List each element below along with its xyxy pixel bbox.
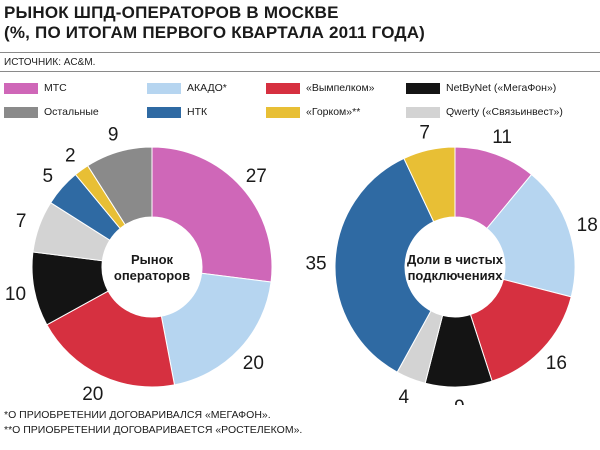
slice-value-label: 7 bbox=[16, 211, 27, 232]
slice-value-label: 2 bbox=[65, 146, 76, 167]
legend-swatch bbox=[4, 106, 38, 118]
legend-label: Остальные bbox=[44, 106, 99, 118]
title-line-1: РЫНОК ШПД-ОПЕРАТОРОВ В МОСКВЕ bbox=[4, 3, 339, 22]
donut-slice bbox=[334, 157, 435, 373]
divider-top bbox=[0, 52, 600, 53]
legend-label: НТК bbox=[187, 106, 208, 118]
legend-item-akado: АКАДО* bbox=[147, 77, 227, 99]
donut-slice bbox=[87, 146, 153, 226]
donut-slice bbox=[151, 146, 273, 283]
slice-value-label: 27 bbox=[246, 166, 267, 187]
donut-center-label: Доли в чистых bbox=[407, 252, 504, 267]
donut-slice bbox=[160, 272, 272, 386]
legend-item-ntk: НТК bbox=[147, 101, 207, 123]
legend-item-gorkom: «Горком»** bbox=[266, 101, 360, 123]
slice-value-label: 35 bbox=[305, 254, 326, 275]
footnote-2: **О ПРИОБРЕТЕНИИ ДОГОВАРИВАЕТСЯ «РОСТЕЛЕ… bbox=[4, 424, 303, 436]
chart-title: РЫНОК ШПД-ОПЕРАТОРОВ В МОСКВЕ (%, ПО ИТО… bbox=[4, 3, 596, 43]
donut-slice bbox=[486, 173, 576, 298]
legend-swatch bbox=[266, 106, 300, 118]
slice-value-label: 9 bbox=[454, 397, 465, 405]
slice-value-label: 4 bbox=[399, 387, 410, 405]
legend-swatch bbox=[406, 106, 440, 118]
legend-item-others: Остальные bbox=[4, 101, 99, 123]
slice-value-label: 5 bbox=[42, 166, 53, 187]
donut-slice bbox=[403, 146, 456, 223]
legend-label: «Вымпелком» bbox=[306, 82, 375, 94]
footnote-1: *О ПРИОБРЕТЕНИИ ДОГОВАРИВАЛСЯ «МЕГАФОН». bbox=[4, 409, 271, 421]
slice-value-label: 18 bbox=[577, 215, 598, 236]
legend-label: МТС bbox=[44, 82, 67, 94]
legend-item-netbynet: NetByNet («МегаФон») bbox=[406, 77, 556, 99]
legend-label: NetByNet («МегаФон») bbox=[446, 82, 557, 94]
legend-label: АКАДО* bbox=[187, 82, 227, 94]
legend: МТС АКАДО* «Вымпелком» NetByNet («МегаФо… bbox=[4, 75, 596, 125]
legend-label: Qwerty («Связьинвест») bbox=[446, 106, 563, 118]
slice-value-label: 11 bbox=[492, 127, 512, 148]
legend-item-qwerty: Qwerty («Связьинвест») bbox=[406, 101, 563, 123]
legend-swatch bbox=[147, 82, 181, 94]
donut-center-label: операторов bbox=[114, 268, 190, 283]
legend-label: «Горком»** bbox=[306, 106, 361, 118]
title-line-2: (%, ПО ИТОГАМ ПЕРВОГО КВАРТАЛА 2011 ГОДА… bbox=[4, 23, 426, 42]
slice-value-label: 9 bbox=[108, 125, 119, 146]
legend-swatch bbox=[4, 82, 38, 94]
source-note: ИСТОЧНИК: AC&M. bbox=[4, 57, 96, 68]
donut-slice bbox=[46, 290, 176, 388]
legend-item-mts: МТС bbox=[4, 77, 67, 99]
legend-swatch bbox=[266, 82, 300, 94]
legend-swatch bbox=[406, 82, 440, 94]
donut-center-label: Рынок bbox=[131, 252, 174, 267]
divider-legend bbox=[0, 71, 600, 72]
slice-value-label: 10 bbox=[5, 284, 26, 305]
legend-swatch bbox=[147, 106, 181, 118]
slice-value-label: 16 bbox=[546, 353, 567, 374]
donut-slice bbox=[469, 278, 572, 382]
slice-value-label: 20 bbox=[243, 353, 264, 374]
footnotes: *О ПРИОБРЕТЕНИИ ДОГОВАРИВАЛСЯ «МЕГАФОН».… bbox=[4, 408, 302, 438]
slice-value-label: 20 bbox=[82, 384, 103, 405]
legend-item-vimpelcom: «Вымпелком» bbox=[266, 77, 375, 99]
slice-value-label: 7 bbox=[419, 125, 430, 143]
donut-center-label: подключениях bbox=[408, 268, 504, 283]
